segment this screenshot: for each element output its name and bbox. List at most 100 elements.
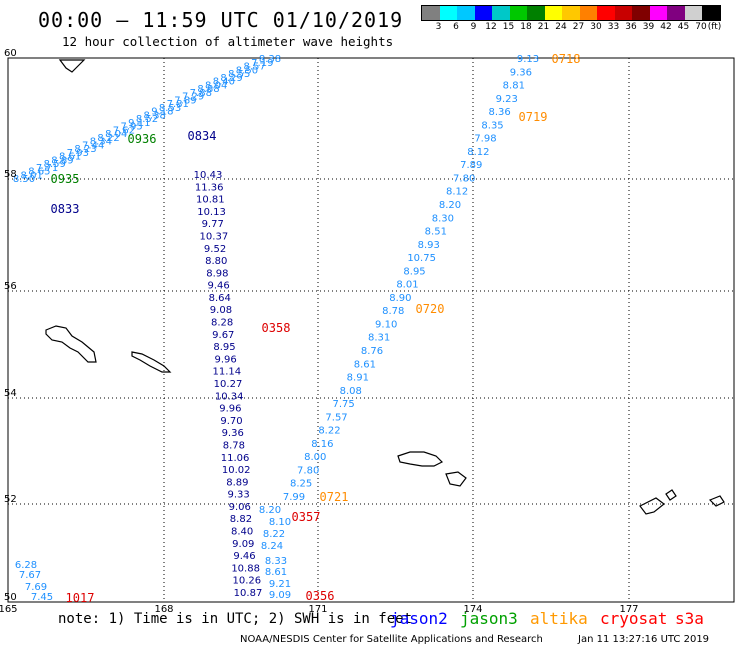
colorbar-swatch	[614, 6, 632, 20]
wave-height-reading: 8.59	[44, 159, 66, 170]
pass-time-label: 0356	[306, 589, 335, 603]
colorbar-swatch	[597, 6, 615, 20]
colorbar-label: 36	[625, 22, 637, 32]
map-subtitle: 12 hour collection of altimeter wave hei…	[62, 34, 394, 49]
credit-line: NOAA/NESDIS Center for Satellite Applica…	[240, 634, 543, 645]
wave-height-reading: 8.22	[263, 529, 285, 540]
wave-height-reading: 10.27	[214, 379, 243, 390]
wave-height-reading: 7.93	[67, 148, 89, 159]
colorbar-label: 30	[590, 22, 602, 32]
colorbar-swatch	[474, 6, 492, 20]
wave-height-reading: 8.20	[259, 505, 281, 516]
colorbar-swatch	[439, 6, 457, 20]
wave-height-reading: 7.44	[82, 140, 104, 151]
island-outline	[397, 451, 444, 467]
wave-height-reading: 7.67	[19, 570, 41, 581]
colorbar-swatch	[457, 6, 475, 20]
latitude-tick-label: 58	[4, 169, 17, 180]
island-outline	[445, 471, 467, 487]
wave-height-reading: 10.87	[234, 588, 263, 599]
wave-height-reading: 9.46	[207, 281, 229, 292]
map-title: 00:00 – 11:59 UTC 01/10/2019	[38, 8, 404, 32]
wave-height-reading: 8.25	[290, 479, 312, 490]
colorbar-label: 33	[607, 22, 620, 32]
wave-height-reading: 9.33	[227, 490, 249, 501]
wave-height-reading: 9.13	[517, 54, 539, 65]
wave-height-reading: 8.35	[481, 120, 503, 131]
colorbar-labels: 3 6 9 12 15 18 21 24 27 30 33 36 39 42 45 70 (ft)	[421, 22, 737, 34]
wave-height-reading: 8.40	[231, 527, 253, 538]
wave-height-reading: 8.76	[361, 346, 383, 357]
wave-height-reading: 8.89	[226, 477, 248, 488]
wave-height-reading: 7.95	[120, 122, 142, 133]
colorbar-swatch	[649, 6, 667, 20]
wave-height-reading: 8.91	[347, 373, 369, 384]
island-outline	[639, 497, 665, 515]
colorbar-label: 42	[660, 22, 672, 32]
colorbar-label: 6	[453, 22, 459, 32]
wave-height-reading: 10.26	[233, 576, 262, 587]
wave-height-reading: 8.50	[13, 174, 35, 185]
island-outline	[58, 59, 86, 73]
pass-times: 0718 0719 0720 0721 0833 0834 0356 0357 0358 1017…	[51, 52, 581, 605]
wave-height-reading: 8.95	[403, 266, 425, 277]
pass-time-label: 0357	[292, 510, 321, 524]
colorbar-label: 9	[470, 22, 477, 32]
wave-height-reading: 9.09	[269, 590, 291, 601]
wave-height-reading: 9.77	[202, 219, 224, 230]
wave-height-reading: 8.53	[159, 103, 181, 114]
wave-height-reading: 7.88	[190, 88, 212, 99]
landmasses	[45, 59, 725, 515]
wave-height-reading: 9.96	[215, 354, 237, 365]
legend-jason2: jason2	[390, 609, 448, 628]
wave-height-reading: 9.70	[220, 416, 242, 427]
wave-height-colorbar	[421, 5, 721, 21]
wave-height-reading: 9.18	[151, 107, 173, 118]
wave-height-reading: 7.57	[325, 412, 347, 423]
colorbar-label: 27	[572, 22, 585, 32]
colorbar-swatch	[422, 6, 440, 20]
wave-height-reading: 8.57	[243, 62, 265, 73]
axis-ticks: 165 168 171 174 177 60 58 56 54 52 50	[0, 48, 639, 615]
wave-height-reading: 9.06	[229, 502, 251, 513]
wave-height-reading: 8.30	[432, 213, 454, 224]
wave-height-reading: 10.81	[196, 195, 225, 206]
wave-height-reading: 11.14	[213, 367, 242, 378]
wave-height-reading: 8.22	[97, 133, 119, 144]
wave-height-reading: 9.08	[210, 305, 232, 316]
wave-height-reading: 9.36	[222, 428, 244, 439]
wave-height-reading: 8.40	[213, 77, 235, 88]
wave-height-reading: 8.61	[354, 359, 376, 370]
wave-height-reading: 8.22	[318, 426, 340, 437]
longitude-tick-label: 177	[619, 604, 638, 615]
colorbar-label: 39	[642, 22, 655, 32]
wave-height-reading: 9.96	[219, 404, 241, 415]
colorbar-label: 18	[520, 22, 532, 32]
legend-jason3: jason3	[460, 609, 518, 628]
colorbar-swatch	[667, 6, 685, 20]
wave-height-reading: 10.37	[200, 231, 229, 242]
wave-height-reading: 8.23	[74, 144, 96, 155]
wave-height-reading: 10.13	[197, 207, 226, 218]
wave-height-reading: 8.04	[105, 129, 127, 140]
wave-height-reading: 8.80	[205, 256, 227, 267]
wave-height-reading: 10.34	[215, 391, 244, 402]
latitude-tick-label: 54	[4, 388, 17, 399]
wave-height-reading: 11.36	[195, 182, 224, 193]
wave-height-reading: 7.89	[174, 95, 196, 106]
colorbar-swatch	[632, 6, 650, 20]
pass-time-label: 0720	[416, 302, 445, 316]
pass-time-label: 0719	[519, 110, 548, 124]
wave-height-reading: 8.12	[446, 187, 468, 198]
wave-height-reading: 8.98	[206, 268, 228, 279]
wave-height-reading: 8.24	[261, 541, 283, 552]
colorbar-label: 24	[555, 22, 567, 32]
wave-height-reading: 7.62	[113, 125, 135, 136]
colorbar-label: 21	[537, 22, 550, 32]
wave-height-reading: 8.64	[209, 293, 231, 304]
colorbar-swatch	[527, 6, 545, 20]
wave-height-reading: 8.90	[389, 293, 411, 304]
pass-time-label: 0358	[262, 321, 291, 335]
pass-time-label: 0936	[128, 132, 157, 146]
wave-height-reading: 8.20	[439, 200, 461, 211]
